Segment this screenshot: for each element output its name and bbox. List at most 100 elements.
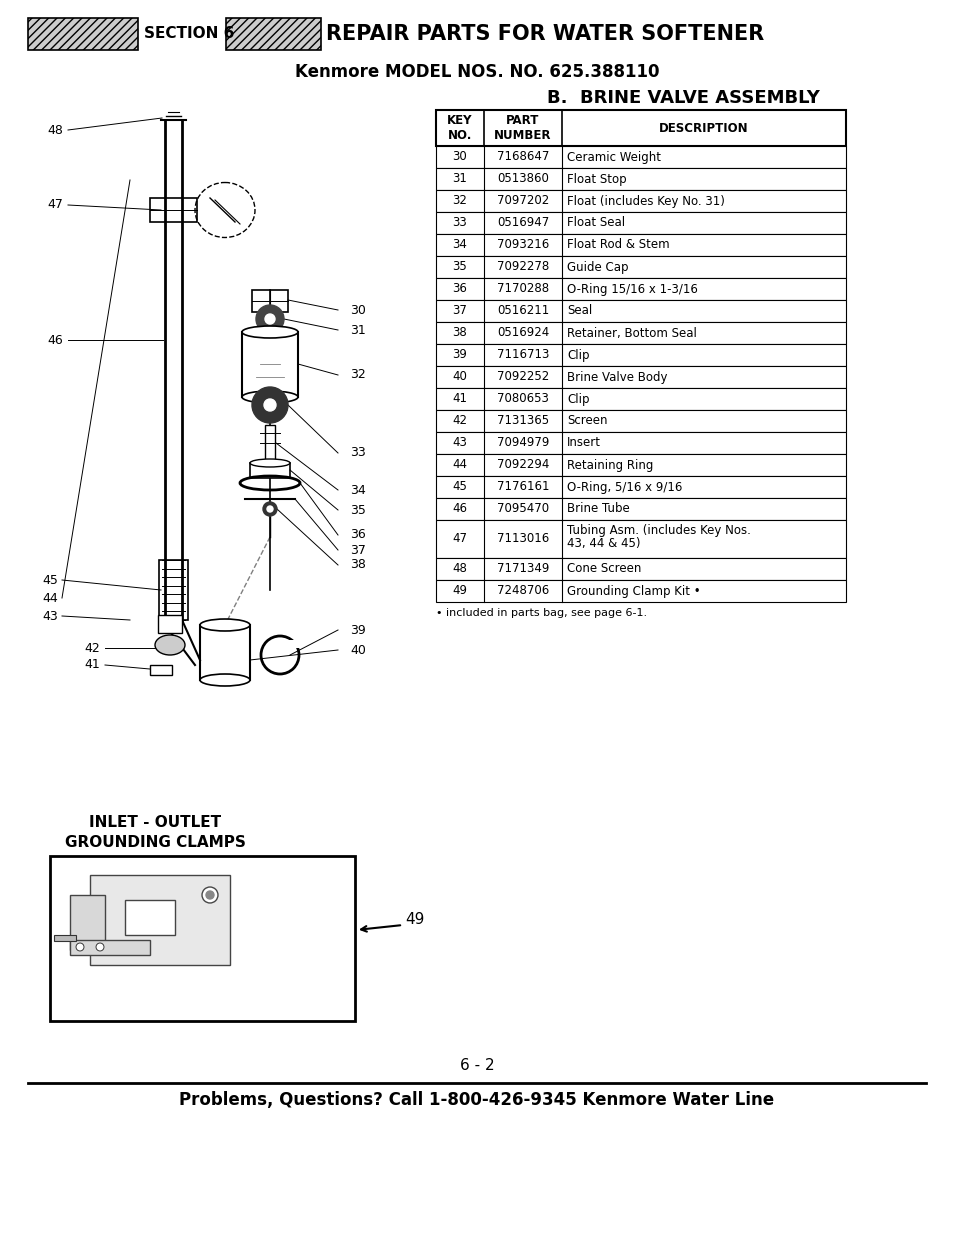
Text: Tubing Asm. (includes Key Nos.: Tubing Asm. (includes Key Nos.	[566, 525, 750, 537]
Text: 47: 47	[452, 532, 467, 546]
Text: 42: 42	[84, 641, 100, 655]
Text: 7097202: 7097202	[497, 195, 549, 207]
Bar	[90, 875, 230, 965]
Text: 35: 35	[350, 503, 366, 517]
Text: 30: 30	[350, 304, 366, 316]
Text: 7171349: 7171349	[497, 563, 549, 575]
Bar	[70, 940, 150, 955]
Bar	[436, 110, 845, 146]
Text: 7116713: 7116713	[497, 348, 549, 362]
Text: 42: 42	[452, 414, 467, 428]
Bar	[436, 278, 845, 300]
Ellipse shape	[154, 635, 185, 655]
Circle shape	[206, 892, 213, 899]
Text: 40: 40	[350, 644, 366, 656]
Circle shape	[267, 506, 273, 512]
Text: 37: 37	[452, 305, 467, 317]
Bar	[436, 476, 845, 498]
Circle shape	[255, 305, 284, 334]
Bar	[436, 190, 845, 212]
Bar	[250, 463, 290, 477]
Text: 7248706: 7248706	[497, 584, 549, 598]
Bar	[436, 255, 845, 278]
Text: 32: 32	[452, 195, 467, 207]
Bar	[226, 19, 320, 50]
Bar	[436, 212, 845, 234]
Bar	[436, 432, 845, 454]
Ellipse shape	[242, 391, 297, 403]
Text: 43, 44 & 45): 43, 44 & 45)	[566, 537, 639, 551]
Text: O-Ring 15/16 x 1-3/16: O-Ring 15/16 x 1-3/16	[566, 283, 698, 295]
Text: Float Seal: Float Seal	[566, 217, 624, 229]
Bar	[150, 665, 172, 675]
Text: 34: 34	[452, 238, 467, 252]
Text: Grounding Clamp Kit •: Grounding Clamp Kit •	[566, 584, 700, 598]
Bar	[436, 580, 845, 601]
Text: 45: 45	[452, 480, 467, 494]
Text: 7113016: 7113016	[497, 532, 549, 546]
Text: 34: 34	[350, 484, 365, 496]
Text: 48: 48	[47, 124, 63, 136]
Text: 7170288: 7170288	[497, 283, 549, 295]
Bar	[200, 625, 250, 680]
Text: 7092278: 7092278	[497, 260, 549, 274]
Text: O-Ring, 5/16 x 9/16: O-Ring, 5/16 x 9/16	[566, 480, 681, 494]
Bar	[436, 498, 845, 520]
Ellipse shape	[200, 675, 250, 686]
Circle shape	[265, 314, 274, 324]
Bar	[436, 388, 845, 410]
Text: 33: 33	[452, 217, 467, 229]
Text: B.  BRINE VALVE ASSEMBLY: B. BRINE VALVE ASSEMBLY	[546, 89, 819, 107]
Bar	[125, 900, 174, 935]
Text: Float Stop: Float Stop	[566, 172, 626, 186]
Text: 38: 38	[350, 558, 366, 572]
Text: 6 - 2: 6 - 2	[459, 1058, 494, 1073]
Text: Clip: Clip	[566, 348, 589, 362]
Text: Retainer, Bottom Seal: Retainer, Bottom Seal	[566, 326, 696, 340]
Text: 46: 46	[452, 502, 467, 516]
Text: 37: 37	[350, 543, 366, 557]
Text: REPAIR PARTS FOR WATER SOFTENER: REPAIR PARTS FOR WATER SOFTENER	[326, 24, 763, 43]
Bar	[436, 322, 845, 343]
Text: 0513860: 0513860	[497, 172, 548, 186]
Text: Insert: Insert	[566, 436, 600, 450]
Text: 0516947: 0516947	[497, 217, 549, 229]
Text: 45: 45	[42, 573, 58, 587]
Bar	[54, 935, 76, 941]
Ellipse shape	[242, 326, 297, 339]
Bar	[436, 234, 845, 255]
Text: Float (includes Key No. 31): Float (includes Key No. 31)	[566, 195, 724, 207]
Bar	[436, 300, 845, 322]
Text: 36: 36	[350, 528, 365, 542]
Text: 49: 49	[452, 584, 467, 598]
Text: 47: 47	[47, 198, 63, 212]
Text: SECTION 6: SECTION 6	[144, 26, 234, 41]
Text: 38: 38	[452, 326, 467, 340]
Circle shape	[264, 399, 275, 410]
Text: Clip: Clip	[566, 393, 589, 405]
Text: Brine Tube: Brine Tube	[566, 502, 629, 516]
Text: 31: 31	[452, 172, 467, 186]
Bar	[158, 615, 182, 632]
Text: 35: 35	[452, 260, 467, 274]
Text: 43: 43	[452, 436, 467, 450]
Text: 33: 33	[350, 446, 365, 460]
Text: 44: 44	[42, 591, 58, 605]
Circle shape	[96, 942, 104, 951]
Bar	[28, 19, 138, 50]
Text: 40: 40	[452, 371, 467, 383]
Text: 7092252: 7092252	[497, 371, 549, 383]
Text: Ceramic Weight: Ceramic Weight	[566, 150, 660, 164]
Text: 7095470: 7095470	[497, 502, 549, 516]
Text: 7092294: 7092294	[497, 459, 549, 471]
Text: 32: 32	[350, 368, 365, 382]
Text: KEY
NO.: KEY NO.	[447, 114, 473, 143]
Text: 31: 31	[350, 324, 365, 336]
Text: 0516924: 0516924	[497, 326, 549, 340]
Text: Cone Screen: Cone Screen	[566, 563, 640, 575]
Ellipse shape	[200, 619, 250, 631]
Text: 48: 48	[452, 563, 467, 575]
Text: 41: 41	[84, 658, 100, 672]
Bar	[70, 895, 105, 950]
Text: Problems, Questions? Call 1-800-426-9345 Kenmore Water Line: Problems, Questions? Call 1-800-426-9345…	[179, 1091, 774, 1109]
